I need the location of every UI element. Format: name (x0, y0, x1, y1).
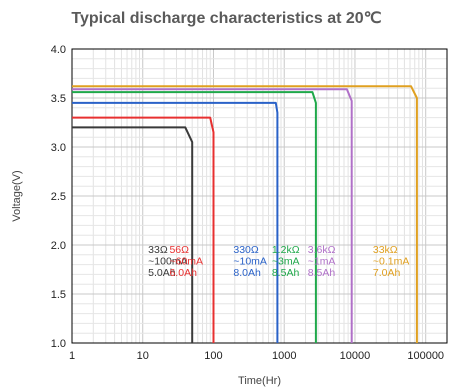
series-annotation: ~0.1mA (373, 255, 409, 267)
grid (71, 48, 448, 344)
y-tick-label: 4.0 (51, 44, 66, 56)
series-annotation: 8.5Ah (308, 267, 336, 279)
series-line (72, 126, 194, 343)
series-annotation: ~1mA (308, 255, 336, 267)
series-annotation: 5.0Ah (148, 267, 176, 279)
series-annotation: 3.6kΩ (308, 244, 336, 256)
y-tick-label: 1.5 (51, 289, 66, 301)
series-annotation: 8.0Ah (233, 267, 261, 279)
y-tick-label: 2.0 (51, 240, 66, 252)
y-tick-label: 1.0 (51, 338, 66, 350)
x-tick-label: 100000 (407, 350, 444, 362)
chart-title: Typical discharge characteristics at 20℃ (71, 10, 382, 27)
series-annotation: 6.0Ah (169, 267, 197, 279)
x-tick-label: 1 (69, 350, 75, 362)
x-tick-label: 1000 (272, 350, 296, 362)
x-tick-label: 10 (137, 350, 149, 362)
plot-frame (71, 48, 448, 344)
series-annotation: 33kΩ (373, 244, 398, 256)
series-annotation: ~100mA (148, 255, 187, 267)
series-annotation: 8.5Ah (272, 267, 300, 279)
series-line (72, 88, 353, 343)
axis-ticks: 1 10 100 1000 10000 100000 1.0 1.5 2.0 2.5 3.0 3.5 4… (51, 44, 444, 362)
series-annotation: 56Ω (169, 244, 189, 256)
series-annotation: 1.2kΩ (272, 244, 300, 256)
y-axis-label: Voltage(V) (11, 170, 23, 221)
series-annotation: 33Ω (148, 244, 168, 256)
series-lines (72, 85, 418, 343)
y-tick-label: 3.0 (51, 142, 66, 154)
series-line (72, 85, 418, 343)
x-tick-label: 10000 (340, 350, 371, 362)
series-line (72, 101, 279, 343)
series-line (72, 116, 215, 343)
y-tick-label: 2.5 (51, 191, 66, 203)
x-axis-label: Time(Hr) (238, 375, 281, 387)
series-annotation: 7.0Ah (373, 267, 401, 279)
series-annotation: ~10mA (233, 255, 267, 267)
x-tick-label: 100 (204, 350, 222, 362)
series-line (72, 91, 317, 343)
series-annotation: ~3mA (272, 255, 300, 267)
y-tick-label: 3.5 (51, 93, 66, 105)
series-annotation: 330Ω (233, 244, 259, 256)
series-annotation: ~60mA (169, 255, 203, 267)
